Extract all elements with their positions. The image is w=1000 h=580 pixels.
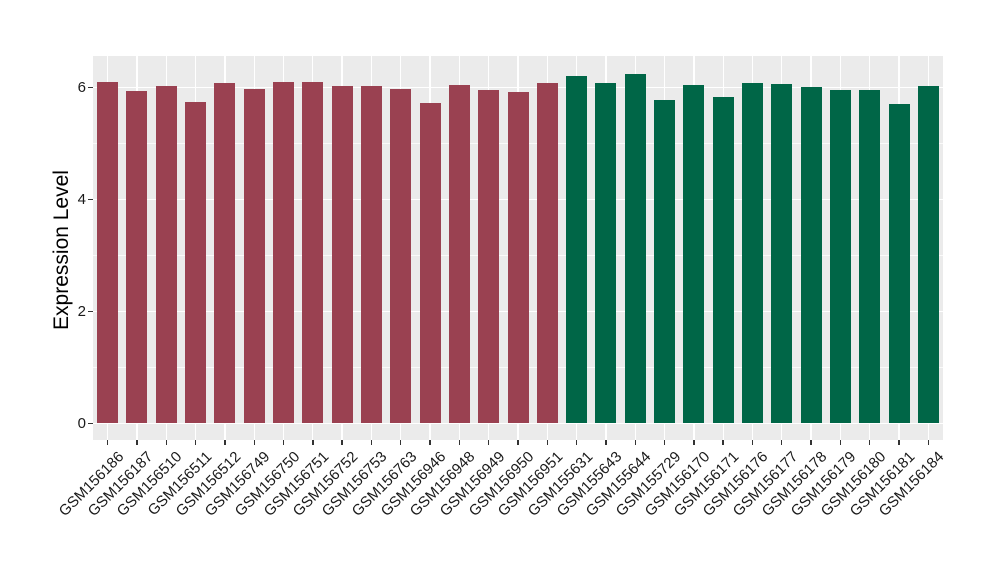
bar	[683, 84, 705, 424]
bar	[859, 89, 881, 424]
bar	[566, 75, 588, 424]
bar	[214, 83, 236, 424]
bar	[888, 103, 910, 424]
y-tick-mark	[88, 422, 93, 425]
bar	[712, 97, 734, 424]
bar	[273, 82, 295, 424]
x-tick-mark	[693, 440, 695, 445]
x-tick-mark	[605, 440, 607, 445]
bar	[243, 89, 265, 424]
x-tick-mark	[781, 440, 783, 445]
x-tick-mark	[224, 440, 226, 445]
x-tick-mark	[839, 440, 842, 445]
x-tick-mark	[106, 440, 109, 445]
bar	[419, 103, 441, 424]
y-tick-label: 6	[77, 79, 86, 97]
bar	[624, 74, 646, 424]
y-tick-mark	[88, 310, 93, 313]
x-tick-mark	[546, 440, 548, 445]
bar	[448, 85, 470, 424]
bar	[595, 82, 617, 424]
bar	[800, 86, 822, 424]
bar	[390, 89, 412, 424]
bar	[97, 82, 119, 424]
x-tick-mark	[400, 440, 402, 445]
bar	[536, 83, 558, 424]
bar	[507, 91, 529, 424]
bar	[126, 91, 148, 424]
bar	[155, 86, 177, 424]
x-tick-mark	[927, 440, 930, 445]
bars-layer	[93, 56, 943, 440]
bar	[917, 86, 939, 424]
bar	[478, 90, 500, 424]
x-tick-mark	[282, 440, 285, 445]
x-tick-mark	[165, 440, 167, 445]
bar	[771, 83, 793, 424]
y-tick-label: 2	[77, 303, 86, 321]
x-tick-mark	[429, 440, 431, 445]
y-tick-label: 0	[77, 415, 86, 432]
x-tick-mark	[634, 440, 636, 445]
y-tick-label: 4	[77, 191, 86, 209]
x-tick-mark	[312, 440, 314, 445]
bar	[302, 82, 324, 424]
x-tick-mark	[136, 440, 138, 445]
y-tick-mark	[88, 198, 93, 201]
x-tick-mark	[487, 440, 490, 445]
x-tick-mark	[898, 440, 900, 445]
bar	[829, 89, 851, 424]
bar	[741, 82, 763, 424]
x-tick-mark	[253, 440, 255, 445]
bar	[654, 99, 676, 424]
x-tick-mark	[810, 440, 812, 445]
bar	[360, 86, 382, 424]
x-tick-mark	[869, 440, 871, 445]
x-tick-mark	[370, 440, 373, 445]
x-tick-mark	[663, 440, 666, 445]
y-tick-mark	[88, 86, 93, 89]
x-tick-mark	[341, 440, 343, 445]
x-tick-mark	[517, 440, 519, 445]
x-tick-mark	[194, 440, 197, 445]
plot-panel	[93, 56, 943, 440]
x-tick-mark	[575, 440, 578, 445]
bar	[331, 86, 353, 424]
bar	[185, 101, 207, 424]
x-tick-mark	[751, 440, 754, 445]
x-tick-mark	[722, 440, 724, 445]
x-tick-mark	[458, 440, 461, 445]
